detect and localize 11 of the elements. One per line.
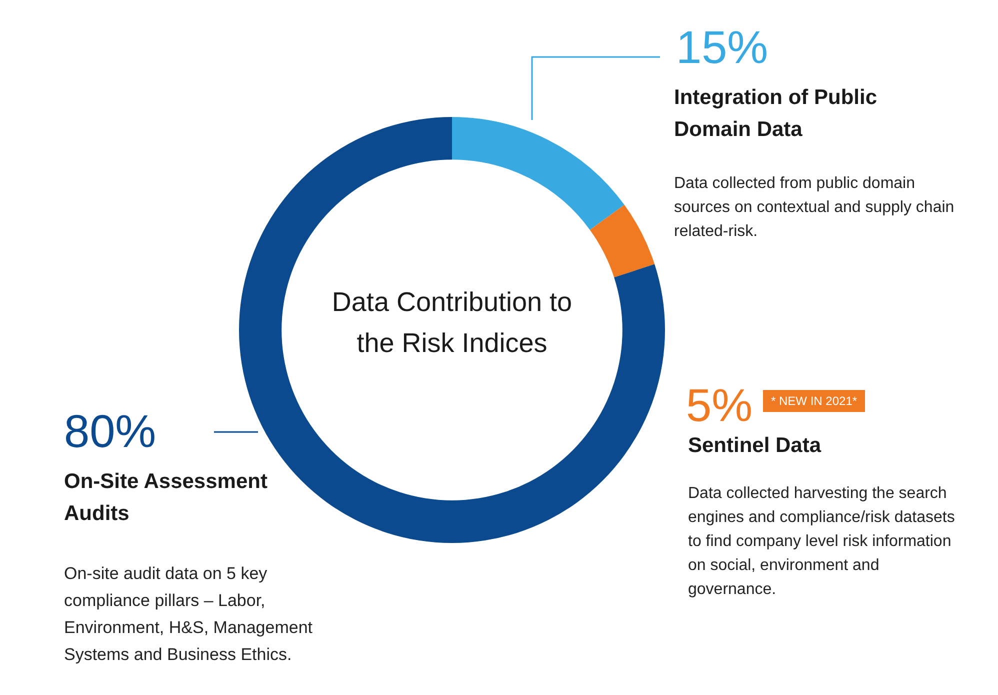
data-label: 80% — [64, 404, 156, 458]
text: On-site audit data on 5 key compliance pillars – Labor, Environment, H&S, Management Systems and Business Ethics. — [64, 563, 314, 666]
slice-label: Integration of Public Domain Data — [674, 85, 878, 143]
legend-label: Sentinel Data — [688, 433, 822, 459]
text: Data collected harvesting the search engines and compliance/risk datasets to find company level risk information on social, environment and governance. — [688, 484, 956, 600]
text: Data Contribution to the Risk Indices — [330, 286, 574, 360]
data-label: 5% — [686, 378, 752, 432]
data-label: 15% — [676, 20, 768, 74]
text: * NEW IN 2021* — [763, 390, 866, 412]
slice-label: On-Site Assessment Audits — [64, 469, 268, 527]
text: Data collected from public domain sources on contextual and supply chain related-risk. — [674, 174, 956, 242]
